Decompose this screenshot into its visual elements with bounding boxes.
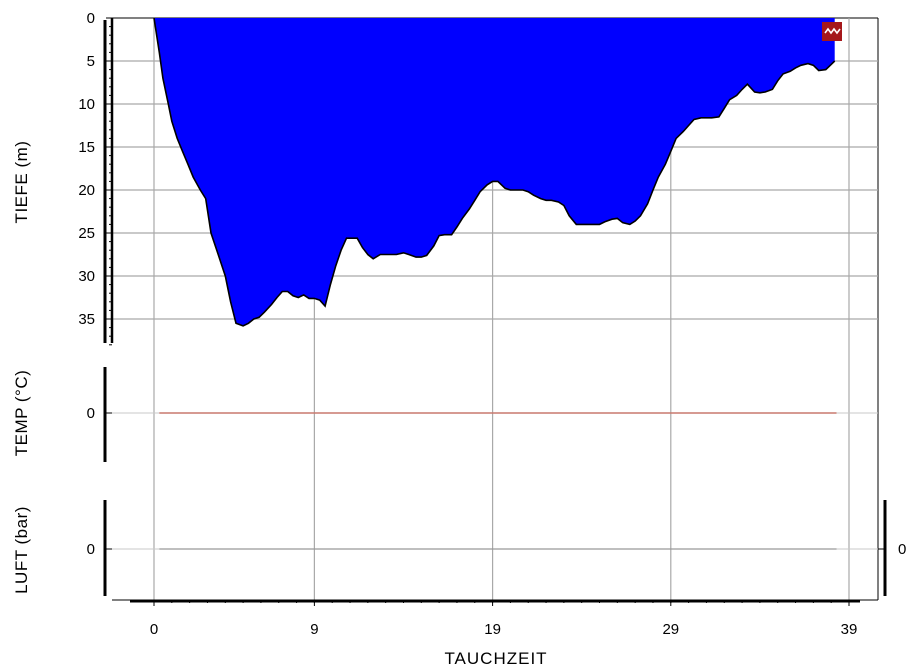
- depth-fill: [154, 18, 835, 326]
- depth-tick-label: 0: [87, 10, 95, 27]
- air-right-tick-label: 0: [898, 541, 906, 558]
- x-axis-title: TAUCHZEIT: [444, 649, 547, 668]
- x-tick-label: 19: [484, 621, 501, 638]
- depth-tick-label: 35: [78, 311, 95, 328]
- depth-tick-label: 30: [78, 268, 95, 285]
- depth-tick-label: 15: [78, 139, 95, 156]
- temp-tick-label: 0: [87, 405, 95, 422]
- sensor-lines: [159, 412, 837, 550]
- x-tick-label: 29: [662, 621, 679, 638]
- depth-axis-title: TIEFE (m): [12, 141, 31, 224]
- x-tick-label: 9: [310, 621, 318, 638]
- x-tick-label: 39: [841, 621, 858, 638]
- depth-tick-label: 25: [78, 225, 95, 242]
- x-tick-label: 0: [150, 621, 158, 638]
- air-axis-title: LUFT (bar): [12, 506, 31, 594]
- temp-axis-title: TEMP (°C): [12, 370, 31, 457]
- depth-profile-area: [153, 17, 836, 327]
- depth-tick-label: 10: [78, 96, 95, 113]
- depth-tick-label: 20: [78, 182, 95, 199]
- depth-tick-label: 5: [87, 53, 95, 70]
- air-tick-label: 0: [87, 541, 95, 558]
- axes: 0 5 10 15 20 25 30 35 0 0 0 0 9 19 29 39: [78, 10, 906, 638]
- depth-line: [153, 17, 836, 327]
- surface-wave-icon: [822, 22, 842, 41]
